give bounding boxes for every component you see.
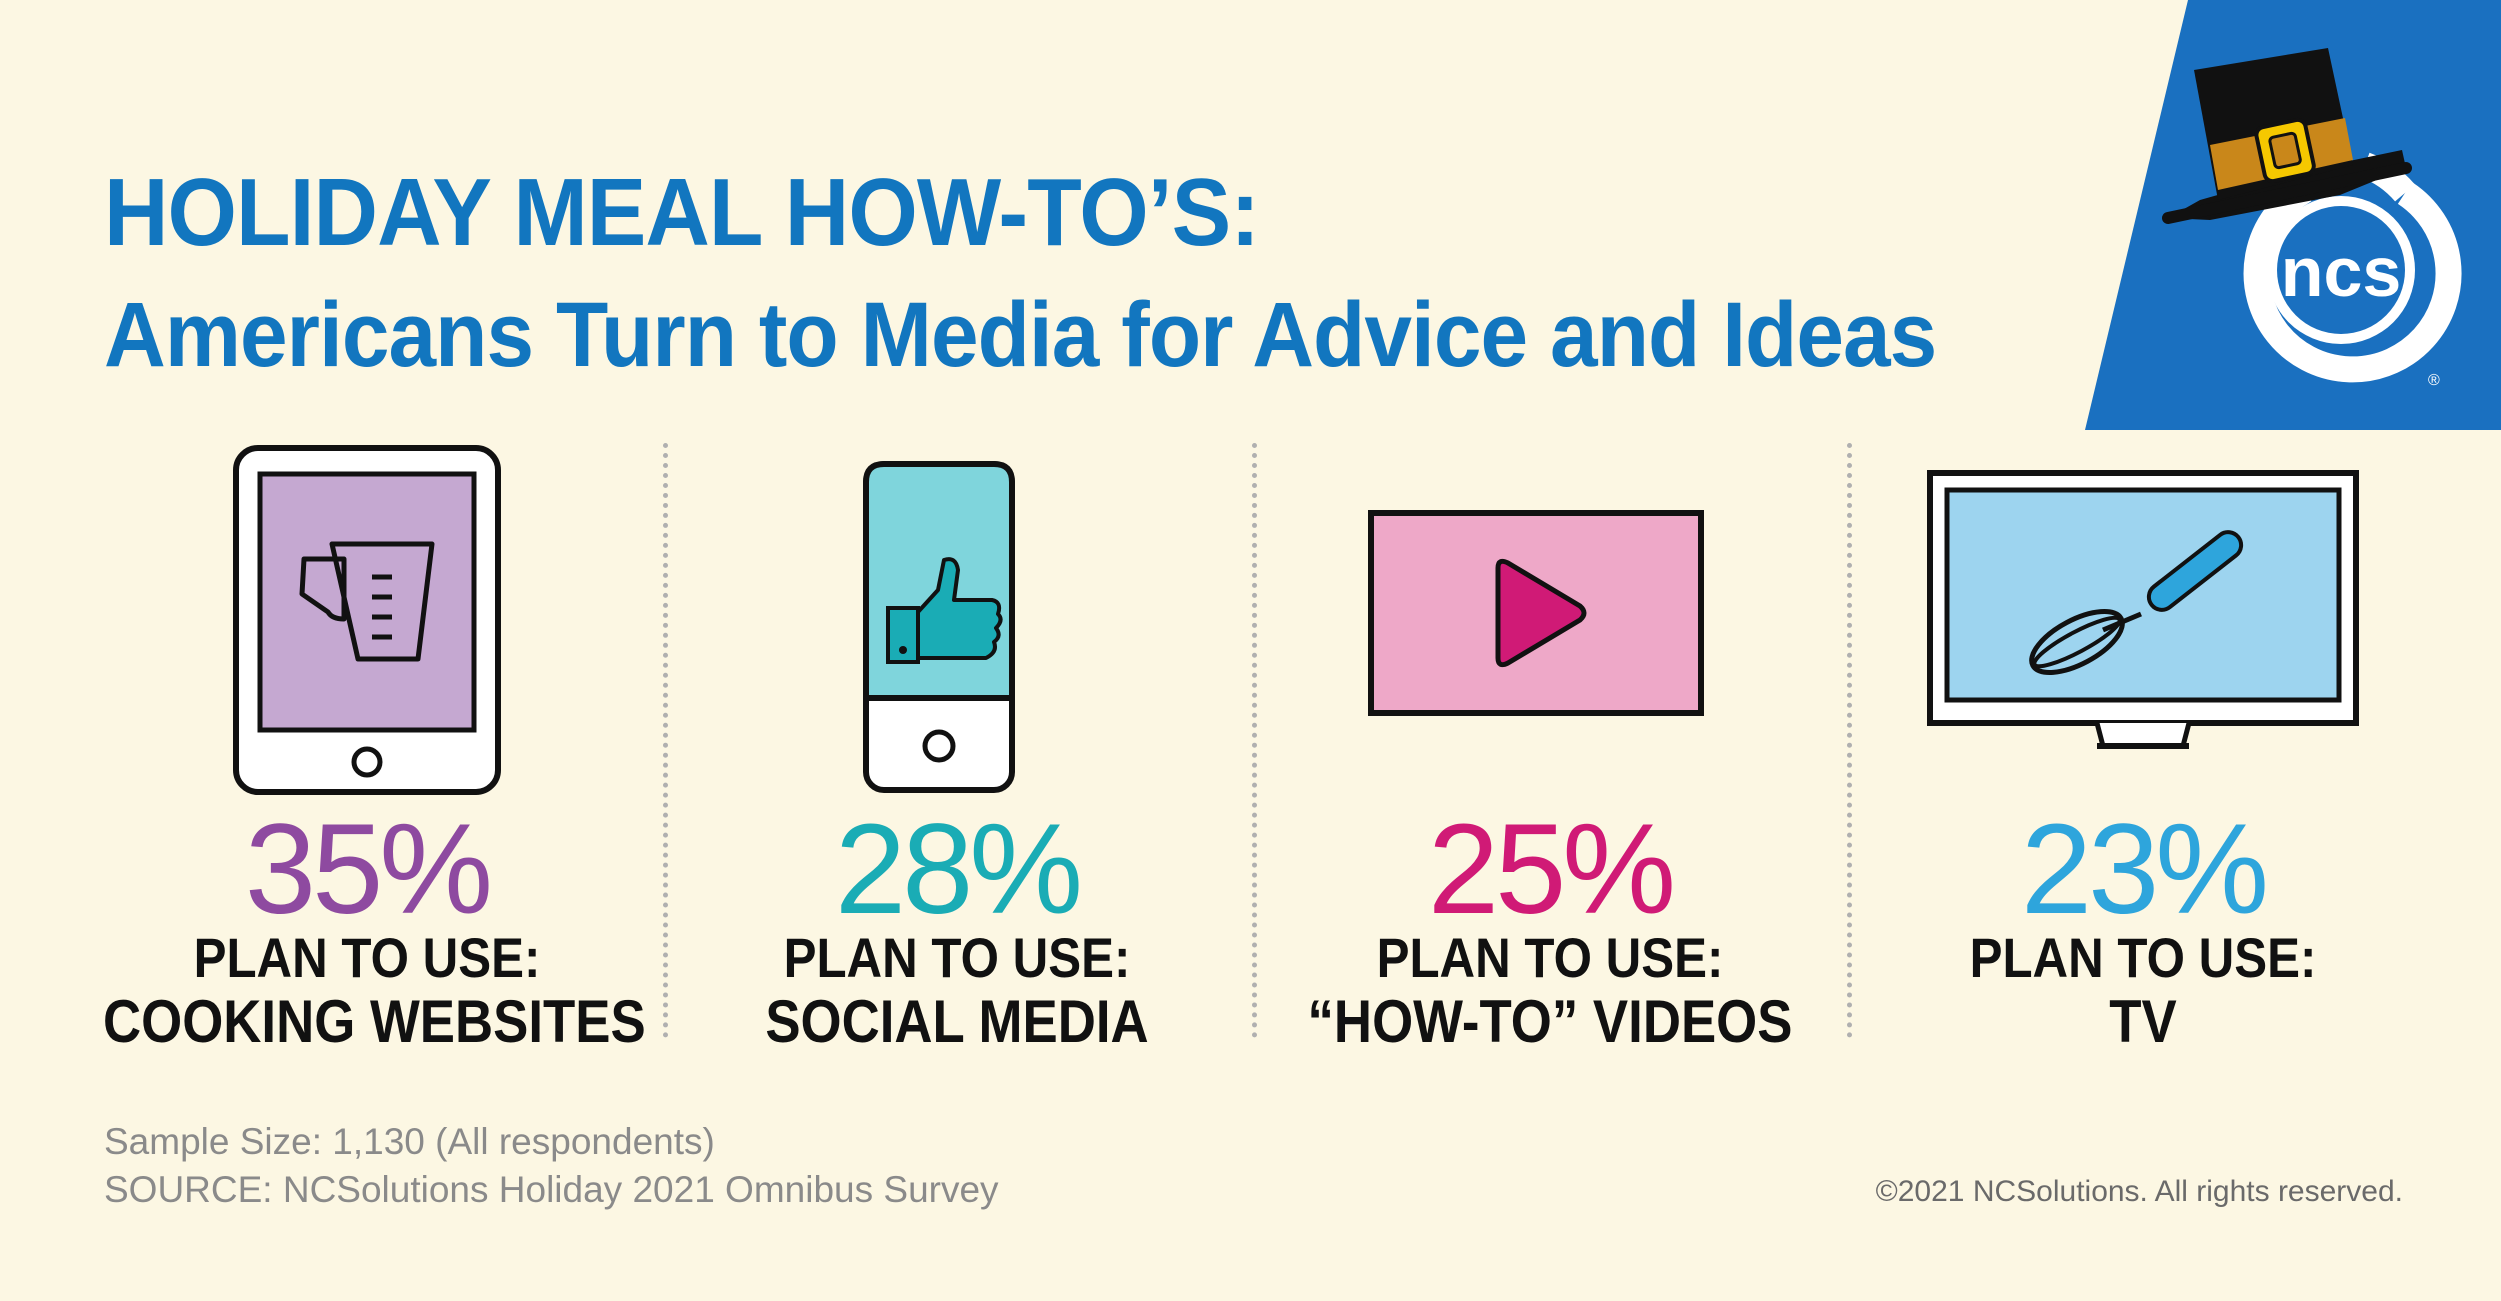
registered-mark: ® <box>2428 372 2440 389</box>
divider <box>1252 443 1257 1038</box>
divider <box>1847 443 1852 1038</box>
copyright: ©2021 NCSolutions. All rights reserved. <box>1875 1175 2403 1208</box>
source-note: SOURCE: NCSolutions Holiday 2021 Omnibus… <box>104 1169 999 1210</box>
medium-label: “HOW-TO” VIDEOS <box>1307 988 1793 1055</box>
plan-label: PLAN TO USE: <box>783 926 1131 989</box>
footer-notes: Sample Size: 1,130 (All respondents) SOU… <box>104 1118 999 1214</box>
tablet-measuring-cup-icon <box>67 430 667 800</box>
sample-size: Sample Size: 1,130 (All respondents) <box>104 1121 715 1162</box>
phone-thumbs-up-icon <box>657 430 1257 800</box>
logo-text: ncs <box>2281 233 2402 311</box>
pilgrim-hat-icon <box>2162 48 2412 224</box>
plan-label: PLAN TO USE: <box>1969 926 2317 989</box>
video-play-icon <box>1250 430 1850 800</box>
tv-whisk-icon <box>1843 430 2443 800</box>
percent-value: 35% <box>244 798 493 941</box>
plan-label: PLAN TO USE: <box>193 926 541 989</box>
page-subtitle: Americans Turn to Media for Advice and I… <box>104 284 1937 386</box>
divider <box>663 443 668 1038</box>
medium-label: SOCIAL MEDIA <box>765 988 1149 1055</box>
plan-label: PLAN TO USE: <box>1376 926 1724 989</box>
ncs-logo: ncs ® <box>2085 0 2501 430</box>
percent-value: 23% <box>2020 798 2269 941</box>
percent-value: 28% <box>834 798 1083 941</box>
medium-label: TV <box>2109 988 2177 1055</box>
medium-label: COOKING WEBSITES <box>103 988 646 1055</box>
page-title: HOLIDAY MEAL HOW-TO’S: <box>104 159 1260 266</box>
percent-value: 25% <box>1427 798 1676 941</box>
